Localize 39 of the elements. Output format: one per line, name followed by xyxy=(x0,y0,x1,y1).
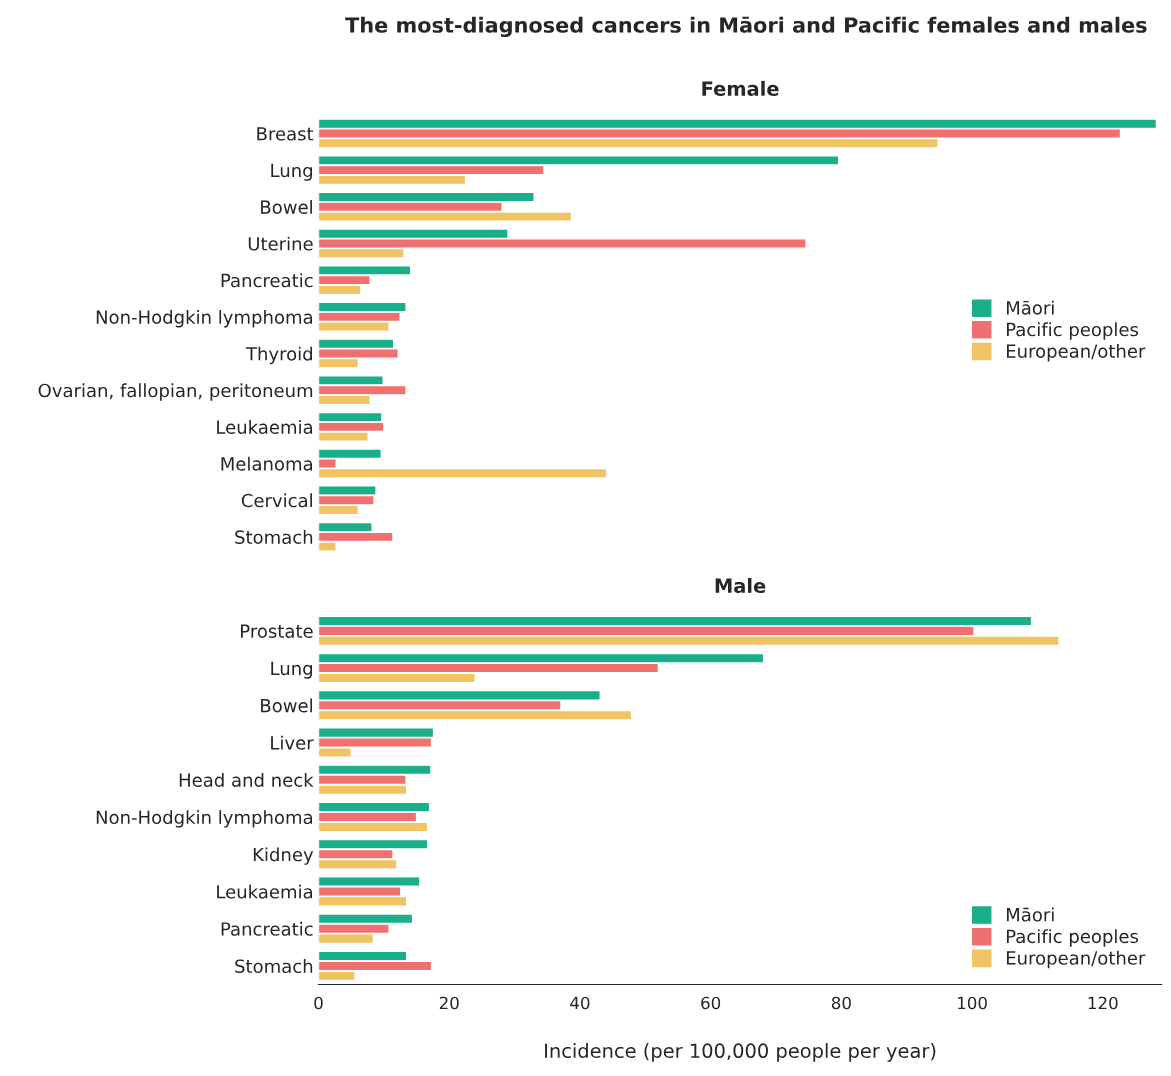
y-tick-label: Ovarian, fallopian, peritoneum xyxy=(38,383,313,401)
y-tick-label: Lung xyxy=(271,163,313,181)
y-tick-label: Non-Hodgkin lymphoma xyxy=(96,810,313,828)
y-tick-label: Liver xyxy=(271,735,314,750)
y-tick-label: Bowel xyxy=(261,199,312,214)
x-tick-label: 100 xyxy=(958,996,987,1010)
x-axis-title: Incidence (per 100,000 people per year) xyxy=(545,1043,936,1062)
y-tick-label: Kidney xyxy=(253,847,314,865)
y-tick-label: Lung xyxy=(271,661,313,679)
y-tick-label: Head and neck xyxy=(179,772,314,787)
x-tick-label: 80 xyxy=(831,996,851,1010)
legend-label: European/other xyxy=(1006,950,1146,969)
y-tick-label: Thyroid xyxy=(245,346,313,365)
x-tick-label: 60 xyxy=(701,996,721,1010)
y-tick-label: Uterine xyxy=(248,236,313,251)
legend-label: European/other xyxy=(1006,343,1146,362)
chart-title: The most-diagnosed cancers in Māori and Pacific females and males xyxy=(345,16,1147,38)
x-tick-label: 20 xyxy=(439,996,459,1010)
chart-title: Male xyxy=(715,578,766,594)
y-tick-label: Cervical xyxy=(241,493,312,508)
y-tick-label: Bowel xyxy=(261,698,312,713)
y-tick-label: Leukaemia xyxy=(217,420,313,434)
y-tick-label: Leukaemia xyxy=(217,884,313,899)
x-tick-label: 0 xyxy=(314,996,323,1010)
y-tick-label: Pancreatic xyxy=(221,273,313,288)
y-tick-label: Prostate xyxy=(241,624,313,638)
y-tick-label: Breast xyxy=(257,127,314,141)
y-tick-label: Stomach xyxy=(235,959,313,974)
y-tick-label: Non-Hodgkin lymphoma xyxy=(96,309,313,328)
y-tick-label: Melanoma xyxy=(221,456,313,471)
legend-label: Pacific peoples xyxy=(1006,322,1139,340)
chart-subtitle: Female xyxy=(702,80,779,96)
legend-label: Pacific peoples xyxy=(1006,929,1139,947)
x-tick-label: 120 xyxy=(1088,996,1118,1010)
x-tick-label: 40 xyxy=(570,996,590,1010)
y-tick-label: Stomach xyxy=(235,530,313,544)
y-tick-label: Pancreatic xyxy=(221,921,313,936)
legend-label: Māori xyxy=(1006,300,1054,315)
legend-label: Māori xyxy=(1006,907,1054,922)
